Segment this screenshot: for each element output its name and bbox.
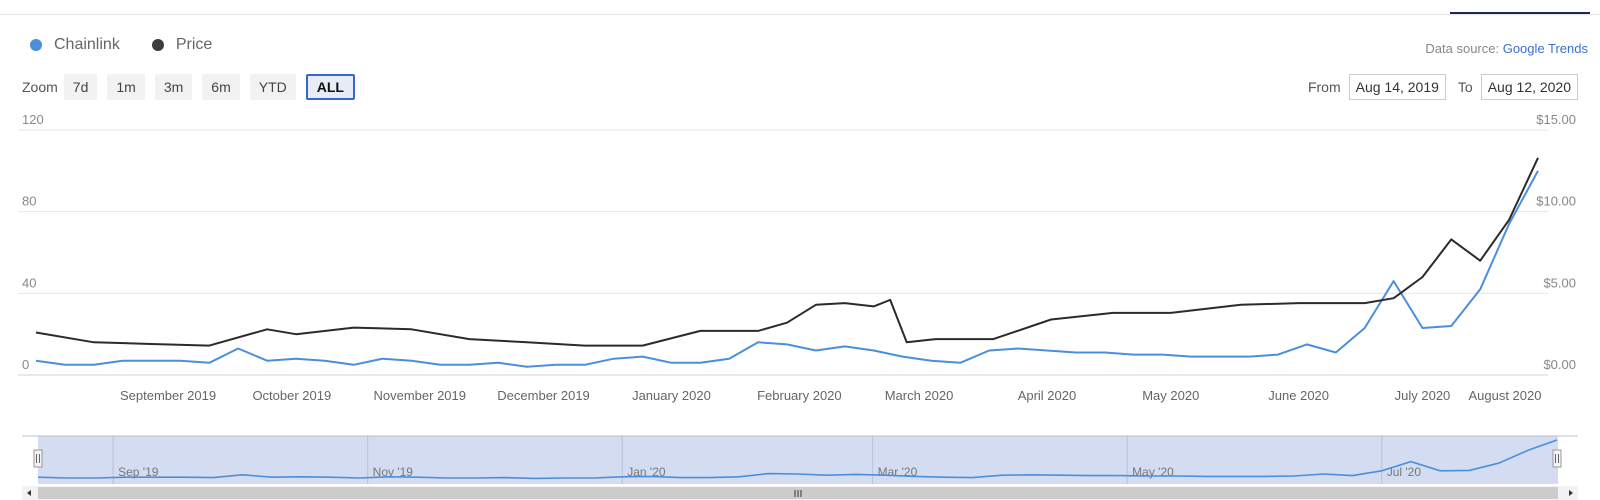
y-right-tick-label: $15.00: [1536, 112, 1576, 127]
x-tick-label: December 2019: [497, 388, 590, 403]
to-label: To: [1457, 79, 1473, 95]
x-tick-label: October 2019: [252, 388, 331, 403]
zoom-ytd-button[interactable]: YTD: [249, 74, 296, 100]
legend: Chainlink Price: [30, 36, 244, 54]
y-left-tick-label: 120: [22, 112, 44, 127]
data-source: Data source: Google Trends: [1425, 41, 1588, 56]
x-tick-label: August 2020: [1468, 388, 1541, 403]
y-right-tick-label: $0.00: [1543, 357, 1576, 372]
data-source-link[interactable]: Google Trends: [1502, 41, 1588, 56]
navigator-left-handle[interactable]: [33, 449, 43, 468]
to-date-input[interactable]: Aug 12, 2020: [1480, 74, 1578, 100]
legend-label-price: Price: [175, 36, 213, 53]
y-right-tick-label: $5.00: [1543, 275, 1576, 290]
y-left-tick-label: 40: [22, 275, 36, 290]
x-tick-label: February 2020: [757, 388, 842, 403]
scroll-right-arrow-icon[interactable]: [1569, 490, 1573, 496]
zoom-all-button[interactable]: ALL: [305, 74, 355, 100]
y-right-tick-label: $10.00: [1536, 194, 1576, 209]
from-date-input[interactable]: Aug 14, 2019: [1348, 74, 1446, 100]
x-tick-label: January 2020: [632, 388, 711, 403]
series-line-price[interactable]: [35, 157, 1539, 347]
x-tick-label: June 2020: [1268, 388, 1329, 403]
zoom-label: Zoom: [22, 79, 58, 95]
x-tick-label: March 2020: [885, 388, 954, 403]
zoom-controls: Zoom 7d 1m 3m 6m YTD ALL: [22, 74, 365, 100]
navigator-right-handle[interactable]: [1552, 449, 1562, 468]
zoom-7d-button[interactable]: 7d: [63, 74, 98, 100]
x-tick-label: July 2020: [1395, 388, 1451, 403]
legend-label-chainlink: Chainlink: [54, 36, 120, 53]
x-tick-label: November 2019: [374, 388, 467, 403]
navigator-label: Nov '19: [373, 465, 414, 479]
navigator-label: May '20: [1132, 465, 1174, 479]
date-range: From Aug 14, 2019 To Aug 12, 2020: [1296, 74, 1578, 100]
navigator-label: Jan '20: [627, 465, 666, 479]
legend-item-price[interactable]: Price: [151, 36, 213, 54]
x-tick-label: September 2019: [120, 388, 216, 403]
y-left-tick-label: 0: [22, 357, 29, 372]
zoom-3m-button[interactable]: 3m: [154, 74, 193, 100]
data-source-prefix: Data source:: [1425, 41, 1503, 56]
from-label: From: [1307, 79, 1341, 95]
navigator-label: Jul '20: [1387, 465, 1422, 479]
series-line-chainlink[interactable]: [35, 170, 1539, 368]
navigator-label: Sep '19: [118, 465, 159, 479]
legend-dot-price: [151, 39, 164, 51]
x-tick-label: April 2020: [1018, 388, 1077, 403]
scroll-left-arrow-icon[interactable]: [27, 490, 31, 496]
legend-dot-chainlink: [30, 39, 42, 51]
y-left-tick-label: 80: [22, 194, 36, 209]
zoom-1m-button[interactable]: 1m: [107, 74, 145, 100]
navigator-series-line: [37, 439, 1558, 480]
x-tick-label: May 2020: [1142, 388, 1199, 403]
legend-item-chainlink[interactable]: Chainlink: [30, 36, 120, 54]
zoom-6m-button[interactable]: 6m: [202, 74, 240, 100]
